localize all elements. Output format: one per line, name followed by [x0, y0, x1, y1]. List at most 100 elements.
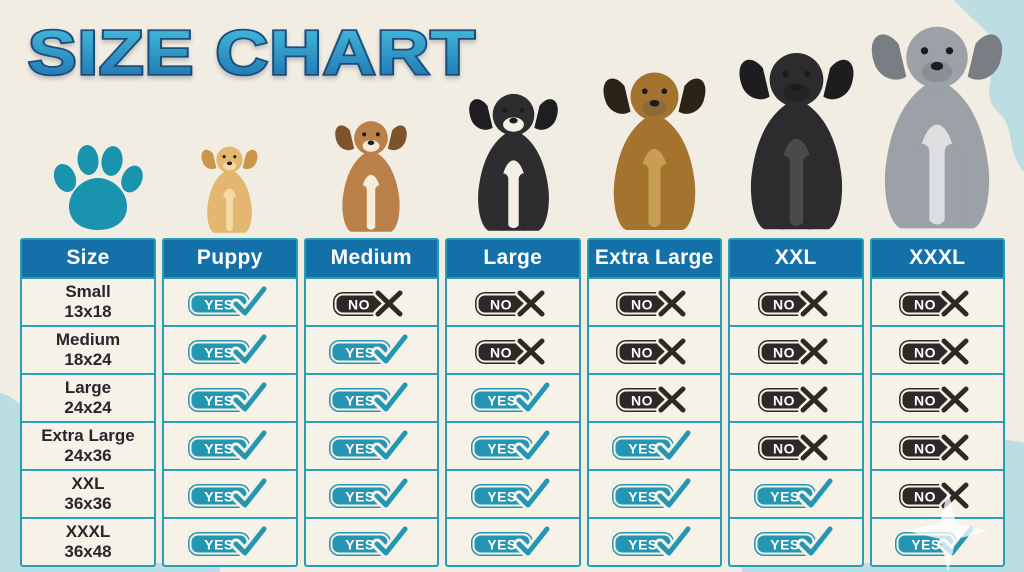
no-label: NO	[773, 345, 795, 361]
checkmark-icon	[799, 526, 833, 556]
yes-badge: YES	[329, 475, 411, 511]
checkmark-icon	[657, 478, 691, 508]
availability-cell: YES	[447, 471, 579, 519]
availability-cell: NO	[447, 279, 579, 327]
x-icon	[941, 338, 969, 365]
availability-cell: YES	[588, 471, 720, 519]
yes-badge: YES	[470, 427, 553, 463]
no-label: NO	[490, 297, 512, 313]
dog-image-german-shepherd	[579, 68, 730, 241]
bottom-strip-left-decoration	[0, 563, 220, 572]
x-icon	[517, 338, 545, 365]
x-icon	[375, 290, 403, 317]
no-badge: NO	[757, 288, 830, 319]
top-right-wave-decoration	[954, 0, 1024, 172]
column-header: Puppy	[164, 240, 296, 279]
size-label-cell: Large 24x24	[22, 375, 154, 423]
yes-badge: YES	[612, 475, 694, 511]
no-label: NO	[631, 345, 653, 361]
column-header: Medium	[305, 240, 437, 279]
yes-label: YES	[487, 489, 517, 505]
size-name: XXL	[71, 473, 105, 493]
yes-badge: YES	[470, 475, 553, 511]
size-label-cell: XXL 36x36	[22, 471, 154, 519]
no-badge: NO	[899, 480, 972, 511]
no-badge: NO	[333, 288, 406, 319]
size-name: Extra Large	[41, 425, 135, 445]
yes-label: YES	[204, 441, 234, 457]
checkmark-icon	[657, 430, 691, 460]
no-badge: NO	[757, 384, 830, 415]
title-text: SIZE CHART	[28, 19, 476, 88]
no-label: NO	[773, 297, 795, 313]
checkmark-icon	[516, 526, 550, 556]
column-header: Extra Large	[588, 240, 720, 279]
column-puppy: Puppy YES YES YES YES YES YES	[162, 238, 298, 567]
paw-icon	[53, 145, 143, 230]
availability-cell: YES	[447, 375, 579, 423]
no-badge: NO	[757, 432, 830, 463]
yes-badge: YES	[187, 523, 270, 559]
yes-label: YES	[345, 537, 375, 553]
availability-cell: NO	[447, 327, 579, 375]
availability-cell: YES	[164, 375, 296, 423]
yes-label: YES	[345, 441, 375, 457]
availability-cell: YES	[305, 327, 437, 375]
size-name: Large	[64, 377, 112, 397]
availability-cell: NO	[730, 327, 862, 375]
yes-badge: YES	[895, 523, 977, 559]
yes-label: YES	[770, 489, 800, 505]
checkmark-icon	[233, 382, 267, 412]
availability-cell: NO	[871, 471, 1003, 519]
checkmark-icon	[374, 478, 408, 508]
x-icon	[941, 434, 969, 461]
availability-cell: YES	[447, 519, 579, 565]
no-badge: NO	[616, 288, 689, 319]
no-badge: NO	[899, 288, 972, 319]
no-label: NO	[914, 345, 936, 361]
x-icon	[941, 290, 969, 317]
no-badge: NO	[616, 384, 689, 415]
availability-cell: YES	[305, 375, 437, 423]
yes-label: YES	[204, 297, 234, 313]
availability-cell: NO	[730, 423, 862, 471]
yes-badge: YES	[187, 475, 270, 511]
yes-badge: YES	[329, 523, 411, 559]
checkmark-icon	[233, 286, 267, 316]
availability-cell: NO	[588, 375, 720, 423]
no-label: NO	[773, 393, 795, 409]
checkmark-icon	[374, 430, 408, 460]
size-dimensions: 24x36	[64, 446, 112, 465]
size-dimensions: 36x36	[64, 494, 112, 513]
no-label: NO	[631, 393, 653, 409]
column-header: XXXL	[871, 240, 1003, 279]
column-xxxl: XXXL NO NO NO NO NO YES	[869, 238, 1005, 567]
no-badge: NO	[899, 432, 972, 463]
yes-badge: YES	[329, 379, 411, 415]
size-name: Small	[65, 281, 111, 301]
size-column: Size Small 13x18 Medium 18x24 Large 24x24 Extr…	[20, 238, 156, 567]
checkmark-icon	[374, 526, 408, 556]
yes-badge: YES	[753, 475, 836, 511]
column-large: Large NO NO YES YES YES YES	[445, 238, 581, 567]
checkmark-icon	[516, 382, 550, 412]
availability-cell: YES	[164, 519, 296, 565]
availability-cell: YES	[306, 519, 438, 565]
availability-cell: YES	[164, 279, 296, 327]
checkmark-icon	[799, 478, 833, 508]
page-title: SIZE CHART	[26, 17, 477, 90]
size-dimensions: 18x24	[64, 350, 112, 369]
yes-label: YES	[487, 393, 517, 409]
x-icon	[800, 290, 828, 317]
size-name: XXXL	[65, 521, 111, 541]
yes-badge: YES	[187, 283, 270, 319]
no-label: NO	[914, 441, 936, 457]
checkmark-icon	[233, 478, 267, 508]
yes-badge: YES	[753, 523, 836, 559]
dog-image-border-collie	[448, 90, 579, 241]
availability-cell: YES	[588, 423, 720, 471]
no-badge: NO	[757, 336, 830, 367]
availability-cell: NO	[871, 327, 1003, 375]
yes-badge: YES	[329, 331, 411, 367]
